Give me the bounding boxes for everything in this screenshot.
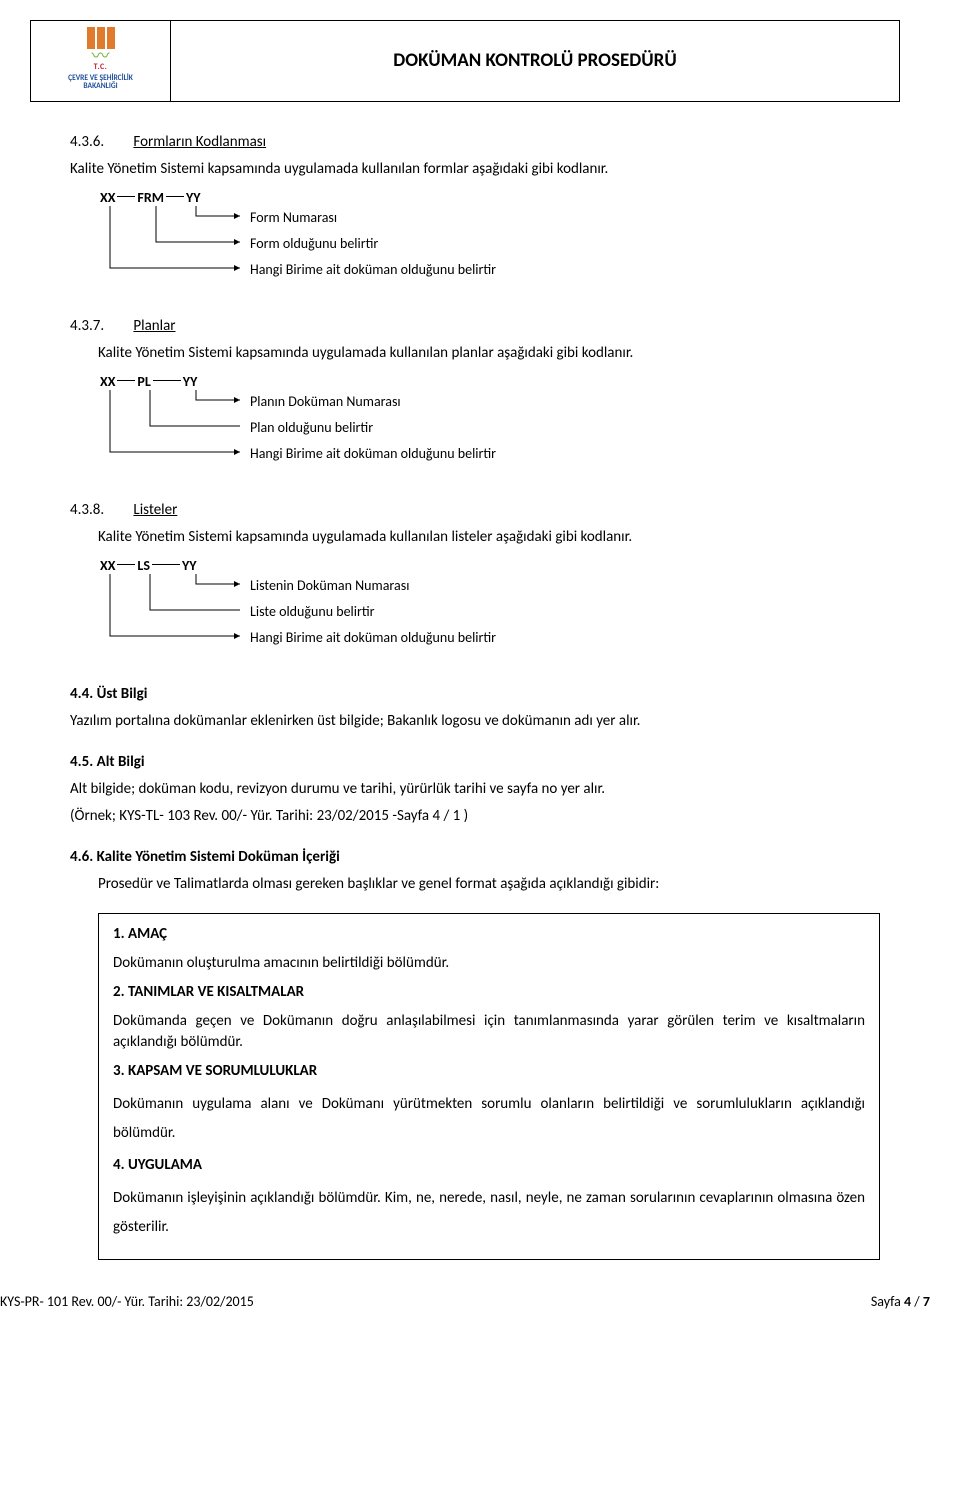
box-h1: 1. AMAÇ <box>113 924 865 945</box>
section-45-heading: 4.5. Alt Bilgi <box>70 752 880 773</box>
ministry-logo-icon: 〰 T.C. ÇEVRE VE ŞEHİRCİLİK BAKANLIĞI <box>68 27 133 91</box>
section-436-intro: Kalite Yönetim Sistemi kapsamında uygula… <box>70 159 880 180</box>
content-structure-box: 1. AMAÇ Dokümanın oluşturulma amacının b… <box>98 913 880 1260</box>
section-437-heading: 4.3.7. Planlar <box>70 316 880 337</box>
section-45-text1: Alt bilgide; doküman kodu, revizyon duru… <box>70 779 880 800</box>
bracket-icon <box>100 372 250 482</box>
logo-line2: BAKANLIĞI <box>83 82 117 91</box>
logo-tc: T.C. <box>68 62 133 73</box>
box-t1: Dokümanın oluşturulma amacının belirtild… <box>113 953 865 974</box>
footer-right: Sayfa 4 / 7 <box>871 1292 930 1312</box>
box-h3: 3. KAPSAM VE SORUMLULUKLAR <box>113 1061 865 1082</box>
section-436-heading: 4.3.6. Formların Kodlanması <box>70 132 880 153</box>
box-t4: Dokümanın işleyişinin açıklandığı bölümd… <box>113 1184 865 1241</box>
box-h2: 2. TANIMLAR VE KISALTMALAR <box>113 982 865 1003</box>
page-footer: KYS-PR- 101 Rev. 00/- Yür. Tarihi: 23/02… <box>0 1280 960 1332</box>
section-437-intro: Kalite Yönetim Sistemi kapsamında uygula… <box>98 343 880 364</box>
section-44-heading: 4.4. Üst Bilgi <box>70 684 880 705</box>
section-45-text2: (Örnek; KYS-TL- 103 Rev. 00/- Yür. Tarih… <box>70 806 880 827</box>
box-t3: Dokümanın uygulama alanı ve Dokümanı yür… <box>113 1090 865 1147</box>
section-438-intro: Kalite Yönetim Sistemi kapsamında uygula… <box>98 527 880 548</box>
box-h4: 4. UYGULAMA <box>113 1155 865 1176</box>
bracket-icon <box>100 556 250 666</box>
logo-cell: 〰 T.C. ÇEVRE VE ŞEHİRCİLİK BAKANLIĞI <box>31 21 171 102</box>
code-diagram-plans: XXPLYY Planın Doküman Numarası Plan oldu… <box>100 372 880 482</box>
document-title: DOKÜMAN KONTROLÜ PROSEDÜRÜ <box>171 21 900 102</box>
document-header: 〰 T.C. ÇEVRE VE ŞEHİRCİLİK BAKANLIĞI DOK… <box>30 20 900 102</box>
code-diagram-lists: XXLSYY Listenin Doküman Numarası Liste o… <box>100 556 880 666</box>
section-46-heading: 4.6. Kalite Yönetim Sistemi Doküman İçer… <box>70 847 880 868</box>
box-t2: Dokümanda geçen ve Dokümanın doğru anlaş… <box>113 1011 865 1053</box>
section-438-heading: 4.3.8. Listeler <box>70 500 880 521</box>
section-46-intro: Prosedür ve Talimatlarda olması gereken … <box>98 874 880 895</box>
bracket-icon <box>100 188 250 298</box>
footer-left: KYS-PR- 101 Rev. 00/- Yür. Tarihi: 23/02… <box>0 1292 254 1312</box>
code-diagram-forms: XXFRMYY Form Numarası Form olduğunu beli… <box>100 188 880 298</box>
section-44-text: Yazılım portalına dokümanlar eklenirken … <box>70 711 880 732</box>
